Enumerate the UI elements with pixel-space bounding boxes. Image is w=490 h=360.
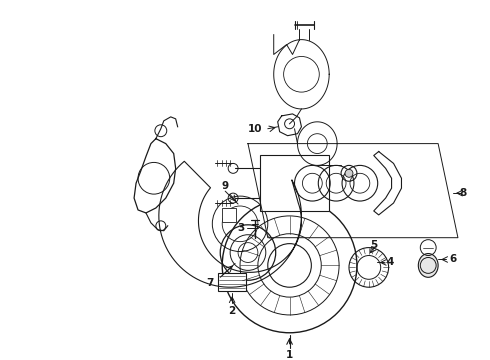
Text: 9: 9 bbox=[221, 181, 229, 191]
Text: 8: 8 bbox=[459, 188, 466, 198]
Text: 7: 7 bbox=[207, 278, 214, 288]
Text: 3: 3 bbox=[238, 223, 245, 233]
Text: 6: 6 bbox=[449, 255, 457, 265]
Text: 5: 5 bbox=[370, 240, 377, 249]
Text: 10: 10 bbox=[247, 124, 262, 134]
Circle shape bbox=[345, 169, 353, 177]
Text: 4: 4 bbox=[387, 257, 394, 267]
Text: 1: 1 bbox=[286, 350, 293, 360]
Text: 2: 2 bbox=[228, 306, 236, 316]
Bar bbox=[222, 208, 236, 222]
Bar bbox=[218, 273, 246, 291]
Bar bbox=[260, 156, 329, 211]
Ellipse shape bbox=[418, 253, 438, 277]
